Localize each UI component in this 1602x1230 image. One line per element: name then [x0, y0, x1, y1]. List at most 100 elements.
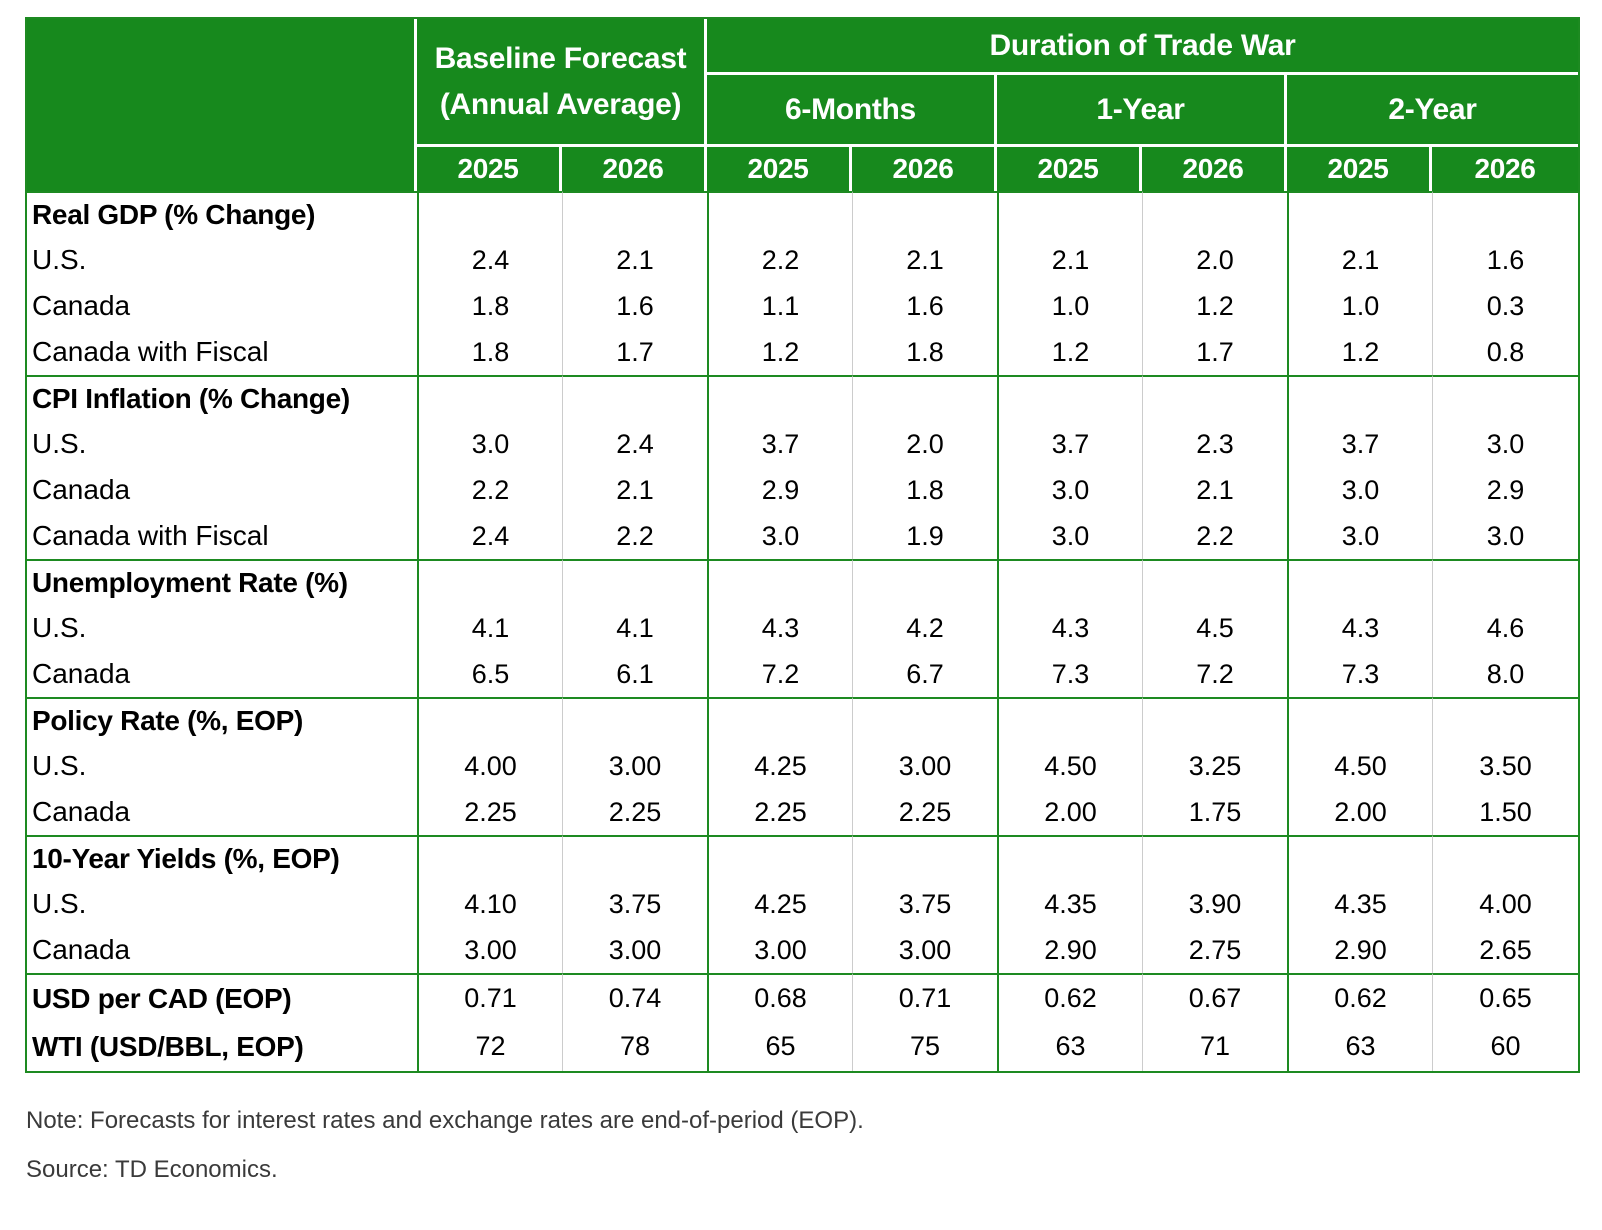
data-cell-u-s-2-year-2026: 4.00 [1432, 881, 1579, 927]
empty-cell [707, 697, 852, 743]
row-label-canada: Canada [27, 467, 417, 513]
header-row-groups: Baseline Forecast (Annual Average) Durat… [27, 19, 1579, 191]
data-cell-canada-2-year-2025: 1.0 [1287, 283, 1432, 329]
row-label-wti-usd-bbl-eop: WTI (USD/BBL, EOP) [27, 1022, 417, 1071]
section-title-policy-rate-eop: Policy Rate (%, EOP) [27, 697, 417, 743]
row-label-u-s: U.S. [27, 881, 417, 927]
data-cell-canada-6-months-2026: 1.6 [852, 283, 997, 329]
header-row-scenarios: 6-Months 1-Year 2-Year [27, 75, 1579, 147]
empty-cell [852, 375, 997, 421]
row-label-canada: Canada [27, 927, 417, 973]
data-cell-u-s-6-months-2025: 4.25 [707, 743, 852, 789]
data-cell-u-s-2-year-2026: 3.50 [1432, 743, 1579, 789]
data-cell-canada-6-months-2026: 3.00 [852, 927, 997, 973]
data-cell-u-s-6-months-2025: 3.7 [707, 421, 852, 467]
empty-cell [852, 191, 997, 237]
data-cell-u-s-6-months-2025: 4.3 [707, 605, 852, 651]
data-cell-canada-with-fiscal-baseline-2025: 1.8 [417, 329, 562, 375]
data-cell-u-s-2-year-2025: 4.50 [1287, 743, 1432, 789]
data-cell-u-s-baseline-2026: 2.1 [562, 237, 707, 283]
year-header-6-months-2025: 2025 [707, 147, 852, 191]
row-label-usd-per-cad-eop: USD per CAD (EOP) [27, 973, 417, 1022]
table-row-wti-usd-bbl-eop: WTI (USD/BBL, EOP) 72 78 65 75 63 71 63 60 [27, 1022, 1579, 1071]
empty-cell [417, 697, 562, 743]
data-cell-canada-6-months-2025: 1.1 [707, 283, 852, 329]
data-cell-canada-with-fiscal-1-year-2026: 1.7 [1142, 329, 1287, 375]
data-cell-wti-usd-bbl-eop-1-year-2025: 63 [997, 1022, 1142, 1071]
data-cell-u-s-2-year-2026: 3.0 [1432, 421, 1579, 467]
data-cell-u-s-1-year-2026: 2.3 [1142, 421, 1287, 467]
data-cell-wti-usd-bbl-eop-1-year-2026: 71 [1142, 1022, 1287, 1071]
data-cell-canada-baseline-2026: 2.25 [562, 789, 707, 835]
data-cell-u-s-1-year-2025: 4.35 [997, 881, 1142, 927]
empty-cell [1142, 835, 1287, 881]
data-cell-u-s-2-year-2025: 4.3 [1287, 605, 1432, 651]
table-row-u-s: U.S. 4.1 4.1 4.3 4.2 4.3 4.5 4.3 4.6 [27, 605, 1579, 651]
empty-cell [562, 191, 707, 237]
row-label-canada: Canada [27, 789, 417, 835]
data-cell-canada-2-year-2026: 0.3 [1432, 283, 1579, 329]
note-text: Note: Forecasts for interest rates and e… [26, 1107, 864, 1134]
data-cell-canada-with-fiscal-1-year-2025: 1.2 [997, 329, 1142, 375]
data-cell-canada-baseline-2025: 2.25 [417, 789, 562, 835]
data-cell-canada-6-months-2026: 2.25 [852, 789, 997, 835]
data-cell-u-s-1-year-2025: 2.1 [997, 237, 1142, 283]
data-cell-canada-2-year-2026: 1.50 [1432, 789, 1579, 835]
table-row-canada: Canada 6.5 6.1 7.2 6.7 7.3 7.2 7.3 8.0 [27, 651, 1579, 697]
table-row-usd-per-cad-eop: USD per CAD (EOP) 0.71 0.74 0.68 0.71 0.62 0.6… [27, 973, 1579, 1022]
data-cell-canada-with-fiscal-baseline-2026: 2.2 [562, 513, 707, 559]
empty-cell [707, 835, 852, 881]
section-title-real-gdp-change: Real GDP (% Change) [27, 191, 417, 237]
data-cell-usd-per-cad-eop-6-months-2026: 0.71 [852, 973, 997, 1022]
row-label-u-s: U.S. [27, 605, 417, 651]
data-cell-wti-usd-bbl-eop-6-months-2025: 65 [707, 1022, 852, 1071]
data-cell-u-s-6-months-2026: 2.0 [852, 421, 997, 467]
data-cell-u-s-2-year-2026: 4.6 [1432, 605, 1579, 651]
data-cell-canada-1-year-2025: 1.0 [997, 283, 1142, 329]
data-cell-canada-1-year-2026: 2.1 [1142, 467, 1287, 513]
empty-cell [852, 697, 997, 743]
data-cell-u-s-baseline-2025: 2.4 [417, 237, 562, 283]
empty-cell [1432, 191, 1579, 237]
data-cell-u-s-1-year-2025: 4.3 [997, 605, 1142, 651]
empty-cell [1142, 375, 1287, 421]
empty-cell [417, 559, 562, 605]
table-row-u-s: U.S. 3.0 2.4 3.7 2.0 3.7 2.3 3.7 3.0 [27, 421, 1579, 467]
data-cell-canada-baseline-2025: 2.2 [417, 467, 562, 513]
empty-cell [707, 191, 852, 237]
empty-cell [997, 375, 1142, 421]
section-title-10-year-yields-eop: 10-Year Yields (%, EOP) [27, 835, 417, 881]
data-cell-u-s-baseline-2025: 4.1 [417, 605, 562, 651]
year-header-1-year-2025: 2025 [997, 147, 1142, 191]
empty-cell [562, 697, 707, 743]
empty-cell [707, 375, 852, 421]
empty-cell [997, 191, 1142, 237]
data-cell-canada-with-fiscal-6-months-2025: 1.2 [707, 329, 852, 375]
empty-cell [997, 697, 1142, 743]
data-cell-canada-6-months-2026: 6.7 [852, 651, 997, 697]
data-cell-canada-1-year-2026: 1.2 [1142, 283, 1287, 329]
data-cell-canada-2-year-2026: 2.9 [1432, 467, 1579, 513]
year-header-baseline-2025: 2025 [417, 147, 562, 191]
header-row-years: 2025 2026 2025 2026 2025 2026 2025 2026 [27, 147, 1579, 191]
data-cell-u-s-baseline-2026: 3.75 [562, 881, 707, 927]
empty-cell [417, 375, 562, 421]
baseline-subtitle: (Annual Average) [439, 87, 682, 121]
row-label-canada: Canada [27, 283, 417, 329]
data-cell-u-s-6-months-2025: 2.2 [707, 237, 852, 283]
data-cell-wti-usd-bbl-eop-baseline-2025: 72 [417, 1022, 562, 1071]
section-header-row-policy-rate-eop: Policy Rate (%, EOP) [27, 697, 1579, 743]
data-cell-canada-baseline-2025: 1.8 [417, 283, 562, 329]
section-header-row-10-year-yields-eop: 10-Year Yields (%, EOP) [27, 835, 1579, 881]
data-cell-canada-with-fiscal-1-year-2026: 2.2 [1142, 513, 1287, 559]
table-row-u-s: U.S. 4.10 3.75 4.25 3.75 4.35 3.90 4.35 4.00 [27, 881, 1579, 927]
data-cell-canada-6-months-2025: 3.00 [707, 927, 852, 973]
data-cell-usd-per-cad-eop-2-year-2025: 0.62 [1287, 973, 1432, 1022]
data-cell-canada-2-year-2025: 3.0 [1287, 467, 1432, 513]
data-cell-u-s-baseline-2026: 4.1 [562, 605, 707, 651]
section-title-cpi-inflation-change: CPI Inflation (% Change) [27, 375, 417, 421]
data-cell-canada-with-fiscal-6-months-2026: 1.9 [852, 513, 997, 559]
data-cell-canada-1-year-2025: 2.00 [997, 789, 1142, 835]
empty-cell [1287, 375, 1432, 421]
data-cell-canada-with-fiscal-6-months-2025: 3.0 [707, 513, 852, 559]
